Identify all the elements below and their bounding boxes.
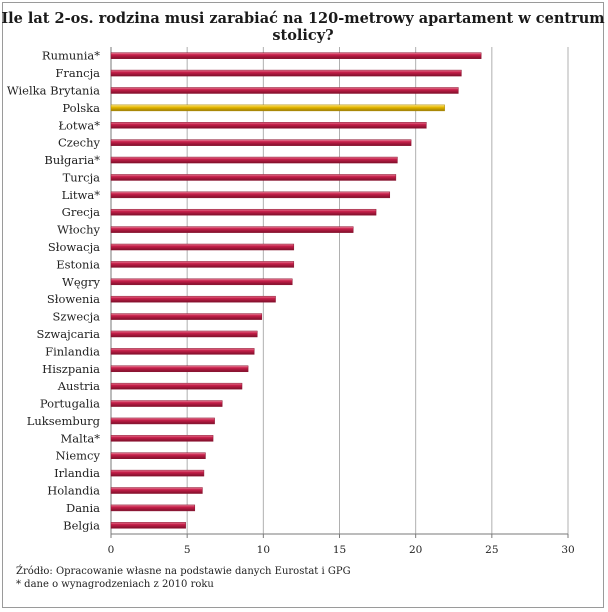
category-label: Estonia	[56, 257, 100, 271]
bar-3	[110, 87, 459, 94]
bar-26	[110, 487, 203, 494]
category-label: Austria	[57, 379, 100, 393]
x-tick-label: 15	[333, 544, 346, 556]
bar-12	[110, 243, 295, 251]
x-tick-label: 25	[485, 544, 498, 556]
category-label: Włochy	[57, 223, 100, 237]
bar-28	[110, 522, 186, 529]
x-tick-label: 30	[561, 544, 574, 556]
category-label: Francja	[55, 66, 100, 80]
category-label: Wielka Brytania	[7, 83, 100, 97]
bar-6	[110, 139, 412, 146]
x-axis-ticks: 0 5 10 15 20 25 30	[108, 533, 575, 556]
x-tick-label: 10	[257, 544, 270, 556]
bar-20	[110, 382, 243, 390]
grid-lines	[110, 47, 569, 534]
category-label: Szwecja	[53, 310, 101, 324]
bar-16	[110, 313, 263, 320]
category-labels: Rumunia* Francja Wielka Brytania Polska Łotw…	[7, 49, 101, 533]
bar-18	[110, 348, 255, 355]
bar-7	[110, 156, 398, 164]
bar-14	[110, 278, 293, 286]
category-label: Polska	[62, 101, 100, 115]
x-tick-label: 5	[184, 544, 191, 556]
bar-22	[110, 417, 215, 425]
bar-24	[110, 452, 206, 459]
category-label: Słowenia	[47, 292, 100, 306]
category-label: Niemcy	[56, 449, 101, 463]
category-label: Malta*	[60, 431, 100, 445]
category-label: Turcja	[63, 170, 101, 184]
footnote: * dane o wynagrodzeniach z 2010 roku	[16, 579, 214, 590]
bar-8	[110, 174, 397, 181]
bar-1	[110, 52, 482, 59]
category-label: Węgry	[62, 275, 100, 289]
bar-2	[110, 69, 462, 77]
bar-25	[110, 469, 205, 477]
bar-4	[110, 104, 445, 112]
bar-11	[110, 226, 354, 233]
bar-13	[110, 261, 295, 268]
category-label: Rumunia*	[42, 49, 100, 63]
x-tick-label: 0	[108, 544, 115, 556]
category-label: Luksemburg	[27, 414, 101, 428]
bar-5	[110, 122, 427, 129]
category-label: Litwa*	[62, 188, 101, 202]
chart-title: Ile lat 2-os. rodzina musi zarabiać na 1…	[1, 10, 605, 44]
bar-23	[110, 435, 214, 442]
category-label: Szwajcaria	[36, 327, 100, 341]
category-label: Dania	[66, 501, 100, 515]
bar-27	[110, 504, 196, 512]
category-label: Łotwa*	[58, 118, 100, 132]
category-label: Grecja	[62, 205, 100, 219]
bar-19	[110, 365, 249, 373]
category-label: Irlandia	[54, 466, 100, 480]
category-label: Holandia	[47, 484, 100, 498]
category-label: Finlandia	[45, 344, 100, 358]
bar-10	[110, 208, 377, 216]
category-label: Hiszpania	[42, 362, 100, 376]
bar-21	[110, 400, 223, 407]
category-label: Czechy	[58, 136, 101, 150]
bar-15	[110, 295, 276, 303]
category-label: Portugalia	[40, 397, 100, 411]
bar-17	[110, 330, 258, 338]
source-note: Źródło: Opracowanie własne na podstawie …	[16, 566, 351, 577]
category-label: Belgia	[63, 518, 100, 532]
category-label: Słowacja	[48, 240, 100, 254]
x-tick-label: 20	[409, 544, 422, 556]
category-label: Bułgaria*	[44, 153, 100, 167]
bar-9	[110, 191, 391, 199]
bars	[110, 52, 482, 529]
